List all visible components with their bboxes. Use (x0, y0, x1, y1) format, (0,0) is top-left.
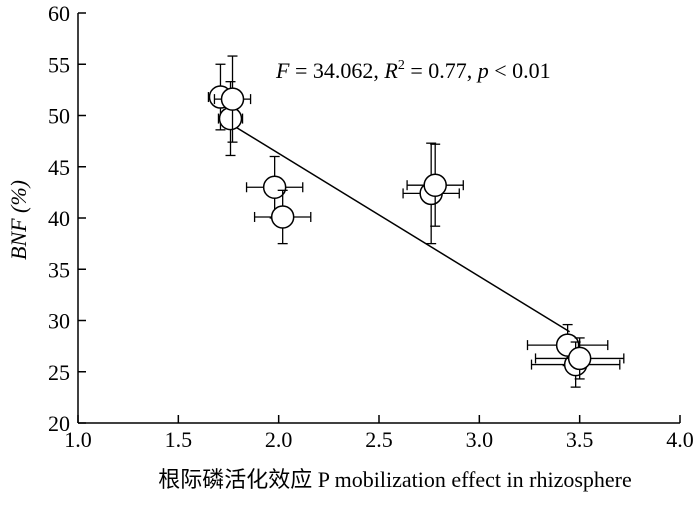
annot-f-symbol: F (275, 58, 290, 83)
y-tick-label: 35 (48, 257, 70, 282)
annot-r-text: = 0.77, (405, 58, 478, 83)
x-tick-label: 2.5 (365, 427, 393, 452)
fit-line-layer (228, 122, 571, 333)
point-marker (270, 205, 295, 229)
x-tick-label: 2.0 (265, 427, 293, 452)
annot-r-sup: 2 (398, 58, 405, 73)
regression-annotation: F = 34.062, R2 = 0.77, p < 0.01 (275, 58, 551, 83)
y-tick-label: 55 (48, 52, 70, 77)
y-tick-label: 40 (48, 206, 70, 231)
x-tick-label: 1.0 (64, 427, 92, 452)
y-tick-label: 50 (48, 104, 70, 129)
y-tick-label: 20 (48, 411, 70, 436)
y-tick-label: 45 (48, 155, 70, 180)
data-point (406, 143, 464, 227)
point-marker (423, 173, 447, 197)
point-marker (218, 106, 243, 131)
regression-line (228, 122, 571, 333)
annot-f-text: = 34.062, (289, 58, 384, 83)
data-point (253, 189, 312, 245)
x-tick-label: 3.5 (566, 427, 594, 452)
x-axis-title: 根际磷活化效应 P mobilization effect in rhizosp… (158, 467, 632, 492)
x-tick-label: 4.0 (666, 427, 694, 452)
data-point (534, 337, 625, 380)
data-points (207, 55, 625, 388)
annot-p-text: < 0.01 (489, 58, 551, 83)
x-tick-label: 1.5 (165, 427, 193, 452)
point-marker (567, 346, 592, 371)
y-tick-label: 25 (48, 360, 70, 385)
annot-r-symbol: R (383, 58, 398, 83)
point-marker (262, 175, 287, 199)
annot-p-symbol: p (476, 58, 489, 83)
data-point (213, 55, 252, 143)
y-axis-title: BNF (%) (6, 180, 31, 260)
point-marker (220, 87, 245, 111)
y-tick-label: 30 (48, 309, 70, 334)
ticks: 1.0 1.5 2.0 2.5 3.0 3.5 4.0 20 25 30 35 40 45 50 55 60 (48, 1, 694, 452)
y-tick-label: 60 (48, 1, 70, 26)
x-tick-label: 3.0 (466, 427, 494, 452)
